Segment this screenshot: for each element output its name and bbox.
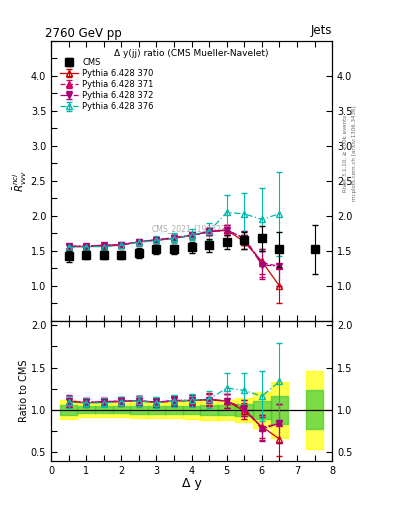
- Text: Δ y(jj) ratio (CMS Mueller-Navelet): Δ y(jj) ratio (CMS Mueller-Navelet): [114, 49, 269, 58]
- Text: 2760 GeV pp: 2760 GeV pp: [46, 27, 122, 40]
- Text: CMS_2021_I1963239: CMS_2021_I1963239: [152, 224, 231, 233]
- X-axis label: Δ y: Δ y: [182, 477, 202, 490]
- Text: mcplots.cern.ch [arXiv:1306.3436]: mcplots.cern.ch [arXiv:1306.3436]: [352, 106, 357, 201]
- Legend: CMS, Pythia 6.428 370, Pythia 6.428 371, Pythia 6.428 372, Pythia 6.428 376: CMS, Pythia 6.428 370, Pythia 6.428 371,…: [58, 56, 155, 113]
- Y-axis label: $\bar{R}^{ncl}_{vvv}$: $\bar{R}^{ncl}_{vvv}$: [12, 170, 29, 192]
- Text: Rivet 3.1.10, ≥ 100k events: Rivet 3.1.10, ≥ 100k events: [343, 115, 348, 192]
- Y-axis label: Ratio to CMS: Ratio to CMS: [20, 359, 29, 422]
- Text: Jets: Jets: [310, 24, 332, 37]
